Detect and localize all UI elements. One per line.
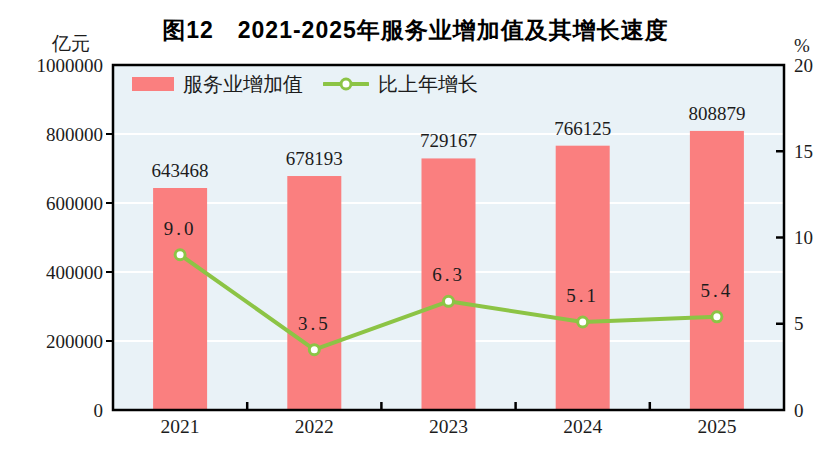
right-axis-tick-label: 15 (794, 141, 813, 162)
x-axis-label: 2022 (295, 416, 334, 437)
figure: 643468 678193 729167 766125 808879 9.0 3.5 6.3 5… (0, 0, 831, 456)
x-axis-label: 2021 (161, 416, 200, 437)
bar-value-label: 766125 (554, 118, 611, 139)
bar (690, 131, 744, 410)
x-axis-label: 2025 (697, 416, 736, 437)
x-axis-label: 2023 (429, 416, 468, 437)
bar-value-label: 678193 (286, 148, 343, 169)
growth-marker (175, 250, 185, 260)
right-axis-tick-label: 0 (794, 400, 804, 421)
growth-value-label: 9.0 (164, 218, 197, 239)
line-legend-marker-icon (323, 76, 369, 92)
left-axis-tick-label: 400000 (46, 262, 103, 283)
growth-marker (309, 345, 319, 355)
chart-legend: 服务业增加值 比上年增长 (132, 72, 478, 96)
growth-value-label: 5.4 (701, 280, 734, 301)
left-axis-tick-label: 0 (94, 400, 104, 421)
growth-marker (578, 317, 588, 327)
growth-marker (444, 296, 454, 306)
bar-legend-swatch (132, 77, 174, 91)
combo-chart: 643468 678193 729167 766125 808879 9.0 3.5 6.3 5… (0, 0, 831, 456)
right-axis-tick-label: 5 (794, 313, 804, 334)
bar-value-label: 729167 (420, 130, 477, 151)
left-axis-tick-label: 800000 (46, 124, 103, 145)
bar (556, 146, 610, 410)
line-legend-label: 比上年增长 (378, 72, 478, 96)
growth-value-label: 6.3 (432, 264, 465, 285)
left-axis-tick-label: 200000 (46, 331, 103, 352)
growth-marker (712, 312, 722, 322)
x-axis-label: 2024 (563, 416, 602, 437)
bar-value-label: 643468 (152, 160, 209, 181)
bar (287, 176, 341, 410)
left-axis-tick-label: 1000000 (37, 55, 104, 76)
growth-value-label: 3.5 (298, 313, 331, 334)
left-axis-unit-label: 亿元 (52, 31, 90, 57)
left-axis-tick-label: 600000 (46, 193, 103, 214)
chart-title: 图12 2021-2025年服务业增加值及其增长速度 (0, 15, 831, 46)
bar-legend-label: 服务业增加值 (183, 72, 303, 96)
right-axis-tick-label: 20 (794, 55, 813, 76)
growth-value-label: 5.1 (566, 285, 599, 306)
right-axis-unit-label: % (794, 35, 810, 57)
right-axis-tick-label: 10 (794, 227, 813, 248)
bar-value-label: 808879 (688, 103, 745, 124)
